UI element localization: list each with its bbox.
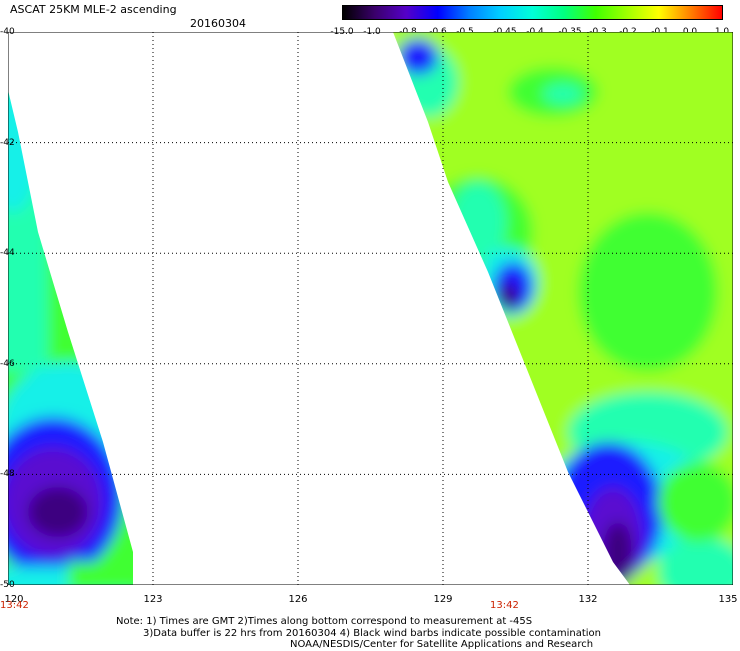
time-label-right: 13:42: [490, 600, 519, 611]
swath-right: [393, 32, 733, 585]
longitude-label: 126: [288, 594, 308, 605]
field-region: [8, 92, 38, 212]
field-region: [543, 84, 583, 104]
grid-lines: [8, 32, 733, 585]
latitude-label: -46: [0, 358, 15, 369]
date-label: 20160304: [190, 17, 246, 30]
longitude-label: 132: [578, 594, 598, 605]
field-region: [68, 562, 133, 585]
colorbar-gradient: [343, 6, 722, 19]
latitude-label: -50: [0, 580, 15, 590]
longitude-label: 120: [4, 594, 24, 605]
longitude-label: 129: [433, 594, 453, 605]
field-region: [498, 283, 518, 311]
chart-title: ASCAT 25KM MLE-2 ascending: [10, 3, 177, 16]
note-line-3: NOAA/NESDIS/Center for Satellite Applica…: [290, 639, 594, 650]
longitude-label: 123: [143, 594, 163, 605]
field-region: [603, 522, 633, 582]
field-region: [658, 462, 733, 542]
note-line-1: Note: 1) Times are GMT 2)Times along bot…: [116, 616, 533, 627]
colorbar: [342, 5, 723, 20]
latitude-label: -42: [0, 137, 15, 148]
field-region: [28, 487, 88, 537]
field-region: [398, 39, 438, 75]
longitude-label: 135: [718, 594, 738, 605]
swath-left: [8, 90, 133, 585]
note-line-2: 3)Data buffer is 22 hrs from 20160304 4)…: [143, 628, 601, 639]
field-region: [578, 212, 718, 372]
map-plot: [8, 32, 733, 585]
field-region: [658, 537, 733, 585]
latitude-label: -40: [0, 27, 15, 37]
time-label-left: 13:42: [0, 600, 29, 611]
latitude-label: -44: [0, 248, 15, 259]
latitude-label: -48: [0, 469, 15, 480]
